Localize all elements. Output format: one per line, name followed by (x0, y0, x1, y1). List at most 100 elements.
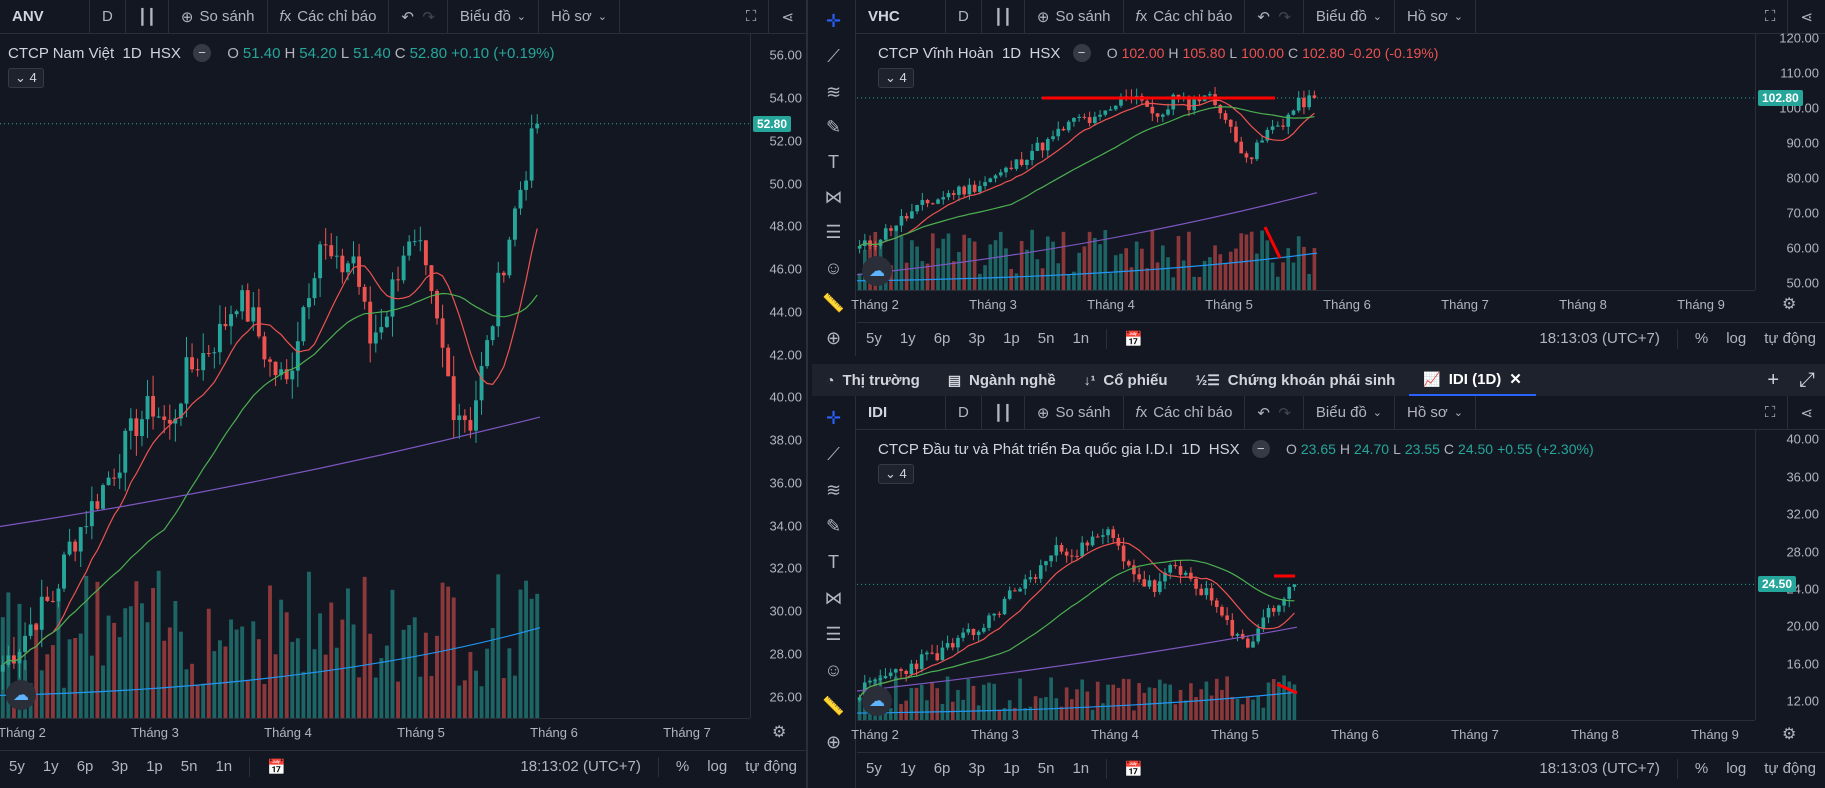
pattern-icon[interactable]: ⋈ (824, 187, 843, 208)
range-1d[interactable]: 1n (1072, 330, 1090, 347)
tab-market[interactable]: ◔ Thị trường (826, 371, 920, 389)
range-1y[interactable]: 1y (899, 760, 916, 777)
range-1d[interactable]: 1n (1072, 760, 1090, 777)
profile-dropdown[interactable]: Hồ sơ ⌄ (1395, 396, 1476, 430)
forecast-icon[interactable]: ☰ (825, 222, 842, 243)
tab-industry[interactable]: ▤ Ngành nghề (947, 371, 1056, 389)
profile-dropdown[interactable]: Hồ sơ ⌄ (539, 0, 620, 34)
collapse-indicators-button[interactable]: ⌄ 4 (878, 68, 914, 88)
trendline-icon[interactable]: ⟋ (827, 443, 840, 464)
chart-panel-idi[interactable]: ✛ ⟋ ≋ ✎ T ⋈ ☰ ☺ 📏 ⊕ IDI D ┃┃ ⊕ So sánh fx… (812, 396, 1825, 788)
log-toggle[interactable]: log (1726, 760, 1747, 777)
hide-legend-button[interactable]: − (193, 44, 212, 62)
settings-gear-icon[interactable]: ⚙ (1782, 726, 1797, 743)
range-5d[interactable]: 5n (1037, 760, 1055, 777)
indicators-button[interactable]: fx Các chỉ báo (1124, 0, 1246, 34)
range-5d[interactable]: 5n (1037, 330, 1055, 347)
range-6m[interactable]: 6p (933, 330, 951, 347)
price-axis[interactable]: 40.00 36.00 32.00 28.00 24.00 20.00 16.00 12.00… (1755, 430, 1825, 720)
range-5y[interactable]: 5y (9, 758, 25, 775)
redo-icon[interactable]: ↷ (1278, 8, 1291, 26)
range-1m[interactable]: 1p (1003, 760, 1020, 777)
settings-gear-icon[interactable]: ⚙ (1782, 296, 1797, 313)
go-to-date-icon[interactable]: 📅 (1124, 760, 1143, 778)
symbol-search[interactable]: IDI (856, 396, 946, 430)
share-button[interactable]: ⋖ (1788, 0, 1825, 34)
symbol-search[interactable]: VHC (856, 0, 946, 34)
fullscreen-button[interactable]: ⛶ (1753, 396, 1789, 430)
auto-toggle[interactable]: tự động (1764, 330, 1816, 347)
add-tab-icon[interactable]: + (1767, 368, 1779, 391)
share-button[interactable]: ⋖ (1788, 396, 1825, 430)
zoom-icon[interactable]: ⊕ (825, 731, 842, 752)
chart-type-dropdown[interactable]: Biểu đồ ⌄ (1304, 0, 1396, 34)
undo-icon[interactable]: ↶ (1257, 8, 1270, 26)
percent-toggle[interactable]: % (1694, 760, 1709, 777)
percent-toggle[interactable]: % (675, 758, 690, 775)
interval-button[interactable]: D (946, 0, 982, 34)
chart-style-button[interactable]: ┃┃ (982, 396, 1025, 430)
tab-derivatives[interactable]: ½☰ Chứng khoán phái sinh (1195, 371, 1396, 389)
log-toggle[interactable]: log (707, 758, 728, 775)
redo-icon[interactable]: ↷ (422, 8, 435, 26)
time-axis[interactable]: Tháng 2 Tháng 3 Tháng 4 Tháng 5 Tháng 6 Tháng… (851, 720, 1755, 748)
fullscreen-button[interactable]: ⛶ (734, 0, 770, 34)
brush-icon[interactable]: ✎ (825, 116, 842, 137)
price-chart-vhc[interactable] (857, 34, 1755, 290)
range-1m[interactable]: 1p (1003, 330, 1020, 347)
hide-legend-button[interactable]: − (1072, 44, 1091, 62)
zoom-icon[interactable]: ⊕ (825, 327, 842, 348)
clock-time[interactable]: 18:13:03 (UTC+7) (1539, 330, 1660, 347)
undo-redo[interactable]: ↶ ↷ (1245, 396, 1304, 430)
close-icon[interactable]: ✕ (1509, 371, 1522, 388)
share-button[interactable]: ⋖ (769, 0, 806, 34)
clock-time[interactable]: 18:13:03 (UTC+7) (1539, 760, 1660, 777)
forecast-icon[interactable]: ☰ (825, 623, 842, 644)
chart-panel-anv[interactable]: ANV D ┃┃ ⊕ So sánh fx Các chỉ báo ↶ ↷ Biểu… (0, 0, 808, 788)
time-axis[interactable]: Tháng 2 Tháng 3 Tháng 4 Tháng 5 Tháng 6 Tháng… (0, 718, 750, 746)
range-5y[interactable]: 5y (866, 760, 882, 777)
fullscreen-button[interactable]: ⛶ (1753, 0, 1789, 34)
range-3m[interactable]: 3p (968, 760, 986, 777)
chart-type-dropdown[interactable]: Biểu đồ ⌄ (1304, 396, 1396, 430)
range-3m[interactable]: 3p (111, 758, 129, 775)
profile-dropdown[interactable]: Hồ sơ ⌄ (1395, 0, 1476, 34)
range-6m[interactable]: 6p (933, 760, 951, 777)
compare-button[interactable]: ⊕ So sánh (1025, 0, 1124, 34)
range-1y[interactable]: 1y (899, 330, 916, 347)
undo-redo[interactable]: ↶ ↷ (1245, 0, 1304, 34)
brush-icon[interactable]: ✎ (825, 515, 842, 536)
price-chart-anv[interactable] (0, 34, 750, 718)
log-toggle[interactable]: log (1726, 330, 1747, 347)
percent-toggle[interactable]: % (1694, 330, 1709, 347)
ruler-icon[interactable]: 📏 (822, 695, 845, 716)
price-axis[interactable]: 56.00 54.00 52.00 50.00 48.00 46.00 44.00 42.00… (750, 34, 806, 718)
emoji-icon[interactable]: ☺ (824, 257, 843, 278)
expand-icon[interactable]: ⤢ (1799, 368, 1815, 391)
range-5y[interactable]: 5y (866, 330, 882, 347)
indicators-button[interactable]: fx Các chỉ báo (268, 0, 390, 34)
trendline-icon[interactable]: ⟋ (827, 46, 840, 67)
undo-icon[interactable]: ↶ (401, 8, 414, 26)
interval-button[interactable]: D (946, 396, 982, 430)
settings-gear-icon[interactable]: ⚙ (772, 724, 787, 741)
undo-redo[interactable]: ↶ ↷ (389, 0, 448, 34)
collapse-indicators-button[interactable]: ⌄ 4 (8, 68, 44, 88)
redo-icon[interactable]: ↷ (1278, 404, 1291, 422)
fib-icon[interactable]: ≋ (825, 479, 842, 500)
go-to-date-icon[interactable]: 📅 (1124, 330, 1143, 348)
range-3m[interactable]: 3p (968, 330, 986, 347)
chart-style-button[interactable]: ┃┃ (126, 0, 169, 34)
collapse-indicators-button[interactable]: ⌄ 4 (878, 464, 914, 484)
auto-toggle[interactable]: tự động (745, 758, 797, 775)
crosshair-icon[interactable]: ✛ (825, 407, 842, 428)
price-chart-idi[interactable] (857, 430, 1755, 720)
ruler-icon[interactable]: 📏 (822, 292, 845, 313)
price-axis[interactable]: 120.00 110.00 100.00 90.00 80.00 70.00 60.00 50… (1755, 30, 1825, 290)
auto-toggle[interactable]: tự động (1764, 760, 1816, 777)
range-1y[interactable]: 1y (42, 758, 59, 775)
range-6m[interactable]: 6p (76, 758, 94, 775)
chart-type-dropdown[interactable]: Biểu đồ ⌄ (448, 0, 540, 34)
time-axis[interactable]: Tháng 2 Tháng 3 Tháng 4 Tháng 5 Tháng 6 Tháng… (851, 290, 1755, 318)
clock-time[interactable]: 18:13:02 (UTC+7) (520, 758, 641, 775)
